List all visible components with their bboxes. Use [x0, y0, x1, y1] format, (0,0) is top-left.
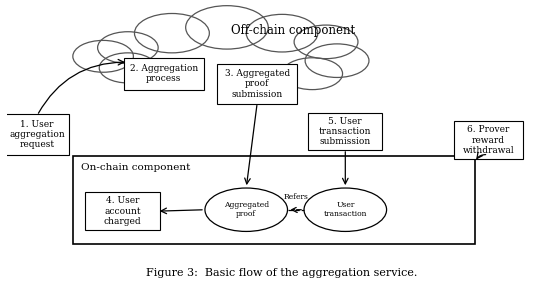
Circle shape [282, 58, 343, 90]
Circle shape [305, 44, 369, 78]
Circle shape [246, 14, 318, 52]
Circle shape [73, 40, 133, 72]
Text: Off-chain component: Off-chain component [231, 24, 355, 37]
Circle shape [99, 53, 156, 83]
Text: Refers: Refers [283, 193, 308, 201]
FancyBboxPatch shape [85, 192, 160, 230]
Circle shape [134, 14, 209, 53]
FancyBboxPatch shape [6, 114, 69, 155]
Text: 3. Aggregated
proof
submission: 3. Aggregated proof submission [225, 69, 290, 99]
FancyBboxPatch shape [308, 113, 382, 150]
Circle shape [304, 188, 386, 232]
FancyBboxPatch shape [124, 58, 204, 90]
FancyBboxPatch shape [454, 122, 523, 159]
Text: Aggregated
proof: Aggregated proof [223, 201, 269, 218]
Text: 1. User
aggregation
request: 1. User aggregation request [9, 119, 65, 149]
Text: User
transaction: User transaction [324, 201, 367, 218]
Text: 4. User
account
charged: 4. User account charged [104, 196, 141, 226]
Circle shape [294, 25, 358, 59]
Polygon shape [83, 12, 360, 85]
Circle shape [186, 6, 268, 49]
FancyBboxPatch shape [217, 63, 297, 104]
Text: On-chain component: On-chain component [81, 163, 190, 172]
Text: 2. Aggregation
process: 2. Aggregation process [129, 64, 198, 83]
FancyBboxPatch shape [73, 156, 475, 245]
Text: 5. User
transaction
submission: 5. User transaction submission [319, 117, 371, 147]
Text: Figure 3:  Basic flow of the aggregation service.: Figure 3: Basic flow of the aggregation … [146, 268, 418, 278]
Circle shape [205, 188, 287, 232]
Circle shape [97, 32, 158, 63]
Text: 6. Prover
reward
withdrawal: 6. Prover reward withdrawal [463, 125, 514, 155]
